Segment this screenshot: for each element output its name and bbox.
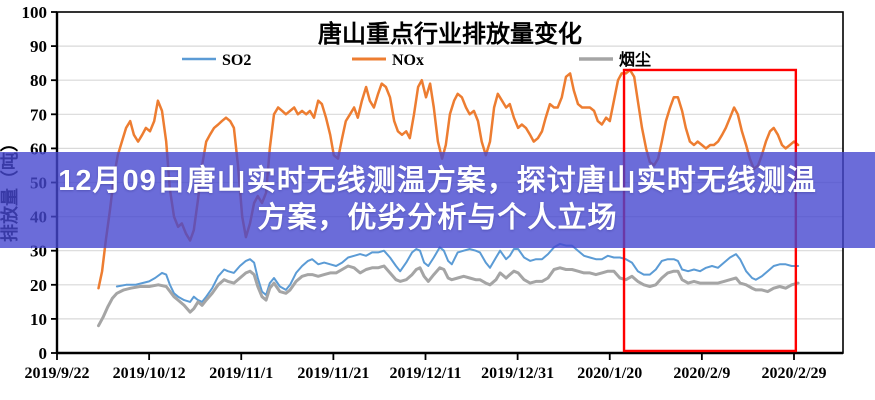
- y-tick-label: 90: [30, 37, 47, 56]
- x-tick-label: 2019/12/11: [389, 365, 461, 382]
- overlay-banner: 12月09日唐山实时无线测温方案，探讨唐山实时无线测温 方案，优劣分析与个人立场: [0, 152, 875, 248]
- legend-label-SO2: SO2: [222, 52, 251, 69]
- x-tick-label: 2020/2/29: [762, 365, 827, 382]
- series-line-SO2: [115, 242, 800, 303]
- x-tick-label: 2019/9/22: [25, 365, 90, 382]
- y-tick-label: 10: [30, 310, 47, 329]
- chart-title: 唐山重点行业排放量变化: [318, 20, 582, 48]
- y-tick-label: 0: [39, 344, 48, 363]
- x-tick-label: 2019/11/21: [297, 365, 369, 382]
- series-line-烟尘: [97, 264, 800, 328]
- x-tick-label: 2020/1/20: [577, 365, 642, 382]
- x-tick-label: 2019/10/12: [113, 365, 186, 382]
- series-line-NOx: [97, 68, 800, 290]
- y-tick-label: 100: [22, 3, 48, 22]
- y-tick-label: 70: [30, 105, 47, 124]
- legend-label-NOx: NOx: [392, 52, 424, 69]
- y-tick-label: 20: [30, 276, 47, 295]
- x-tick-label: 2020/2/9: [673, 365, 730, 382]
- banner-line-1: 12月09日唐山实时无线测温方案，探讨唐山实时无线测温: [58, 165, 817, 197]
- x-tick-label: 2019/12/31: [481, 365, 554, 382]
- banner-line-2: 方案，优劣分析与个人立场: [257, 202, 618, 234]
- x-tick-label: 2019/11/1: [209, 365, 273, 382]
- y-tick-label: 80: [30, 71, 47, 90]
- legend-label-烟尘: 烟尘: [619, 50, 651, 69]
